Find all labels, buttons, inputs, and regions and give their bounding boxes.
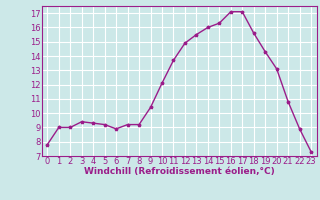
X-axis label: Windchill (Refroidissement éolien,°C): Windchill (Refroidissement éolien,°C) [84,167,275,176]
